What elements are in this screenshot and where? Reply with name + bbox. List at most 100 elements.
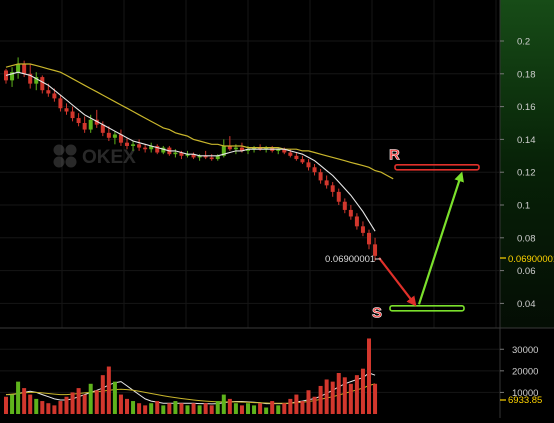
volume-bar [112,381,117,414]
candle-body [203,155,208,158]
volume-bar [46,403,51,414]
arrow-down-icon [378,257,417,307]
volume-bar [106,366,111,414]
price-tick-label: 0.14 [517,135,536,146]
last-price-tag: 0.06900001 [500,254,554,265]
candle-body [306,162,311,168]
candle-body [300,159,305,163]
volume-bars [4,338,378,414]
volume-bar [100,375,105,414]
volume-bar [64,396,69,414]
volume-bar [360,368,365,414]
candle-body [100,124,105,133]
volume-bar [40,401,45,414]
volume-bar [373,383,378,414]
candle-body [354,216,359,227]
volume-bar [276,405,281,414]
volume-bar [22,388,27,414]
watermark-logo-icon [53,144,65,156]
candle-body [360,226,365,233]
axis-glow [500,0,554,328]
price-tick-label: 0.06 [517,266,536,277]
arrow-up-icon [417,171,464,305]
candle-body [239,147,244,151]
volume-bar [252,405,257,414]
volume-bar [288,398,293,414]
volume-bar [318,385,323,414]
volume-bar [185,405,190,414]
volume-bar [367,338,371,414]
candle-body [16,63,21,73]
volume-bar [336,373,341,414]
candle-body [221,145,226,156]
ma-slow-line [5,63,394,180]
candle-body [342,201,347,210]
candle-body [215,155,220,160]
candle-body [161,147,166,153]
volume-bar [10,394,15,414]
volume-bar [52,405,57,414]
volume-bar [258,403,263,414]
volume-bar [324,379,329,414]
resistance-line [394,163,480,171]
volume-readout-tag: 6933.85 [500,395,542,406]
candle-body [209,157,214,160]
volume-bar [239,405,244,414]
volume-bar [270,401,275,414]
candle-body [94,119,99,125]
candle-body [112,134,117,138]
candle-body [149,145,154,150]
candle-body [155,145,160,153]
volume-bar [203,403,208,414]
candle-body [106,132,111,138]
price-tick-label: 0.2 [517,37,530,48]
ma-fast-line [5,71,376,232]
candle-body [330,185,335,192]
candle-body [294,155,299,160]
volume-bar [88,383,93,414]
candle-body [76,118,81,123]
volume-bar [58,401,63,414]
candle-body [137,144,142,148]
volume-tick-label: 20000 [512,366,538,377]
volume-bar [264,407,269,414]
candle-body [227,145,232,150]
candle-body [179,152,184,156]
watermark-logo-icon-part [65,156,77,168]
volume-bar [348,383,353,414]
volume-bar [173,401,178,414]
price-tick-label: 0.08 [517,233,536,244]
candle-body [34,77,39,84]
price-tick-label: 0.04 [517,299,536,310]
y-axis: 0.04 0.06 0.08 0.1 0.12 0.14 0.16 0.18 0.2 10000 2… [499,0,538,418]
candle-body [28,73,33,84]
last-price-tag-text: 0.06900001 [508,254,554,265]
candle-body [324,180,329,186]
watermark: OKEX [53,144,136,168]
volume-bar [227,398,232,414]
candle-body [88,119,93,130]
volume-bar [125,398,129,414]
volume-bar [34,398,39,414]
volume-bar [16,381,21,414]
volume-bar [118,394,123,414]
candle-body [312,167,317,173]
candle-body [70,111,75,119]
candle-body [246,149,250,151]
candle-body [10,72,15,81]
annotations: RS [372,146,480,322]
candle-body [143,147,148,150]
candle-body [173,152,178,155]
volume-bar [94,390,99,414]
volume-tick-label: 30000 [512,345,538,356]
price-tick-label: 0.16 [517,102,536,113]
volume-bar [131,401,136,414]
volume-bar [4,396,8,414]
candle-body [258,147,263,150]
price-tick-label: 0.18 [517,69,536,80]
watermark-logo-icon-part [53,156,65,168]
candle-body [46,90,51,94]
